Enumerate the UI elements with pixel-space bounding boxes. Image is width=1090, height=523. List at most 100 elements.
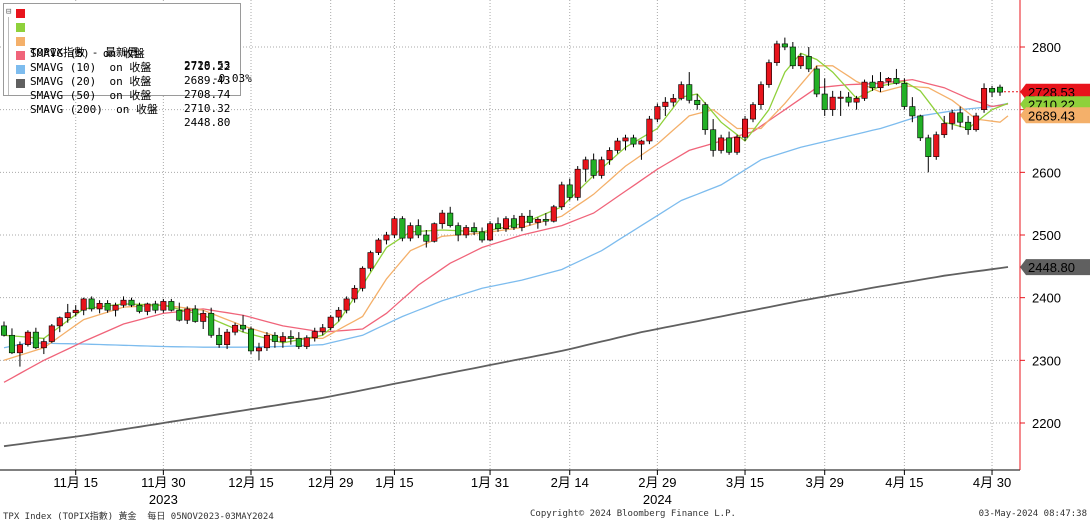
candle-body (104, 303, 111, 311)
legend-label: SMAVG (200) on 收盤 (30, 103, 158, 116)
candle-body (255, 347, 262, 352)
candle-body (749, 104, 757, 120)
candle-body (367, 252, 374, 269)
candle-body (694, 99, 701, 105)
candle-body (917, 115, 924, 139)
candle-body (383, 234, 390, 241)
candle-body (64, 312, 71, 319)
value-tag-sma200 (1020, 259, 1090, 276)
candle-body (16, 344, 23, 354)
candle-body (813, 68, 820, 95)
candle-body (638, 140, 645, 145)
candle-body (885, 78, 892, 82)
candle-body (678, 84, 685, 99)
candle-body (271, 334, 278, 342)
legend-row-sma10[interactable]: SMAVG (10) on 收盤 2689.43 (6, 35, 230, 87)
candle-body (869, 81, 876, 89)
candle-body (192, 308, 199, 322)
candle-body (208, 313, 215, 336)
candle-body (160, 301, 167, 311)
y-tick-label: 2500 (1032, 228, 1061, 243)
collapse-icon[interactable]: ⊟ (6, 7, 12, 17)
candle-body (734, 136, 741, 153)
x-tick-label: 4月 15 (885, 475, 923, 490)
legend-swatch-price (16, 9, 25, 18)
candle-body (797, 56, 804, 67)
candle-body (582, 159, 589, 170)
candlesticks (0, 37, 1004, 367)
candle-body (200, 313, 207, 322)
legend-row-sma5[interactable]: SMAVG (5) on 收盤 2710.22 (6, 21, 230, 73)
candle-body (829, 96, 836, 110)
value-tag-sma10 (1020, 107, 1090, 124)
candle-body (757, 84, 764, 105)
footer-index-info: TPX Index (TOPIX指數) 黃金 每日 05NOV2023-03MA… (3, 512, 274, 522)
legend-row-sma200[interactable]: SMAVG (200) on 收盤 2448.80 (6, 77, 230, 129)
y-tick-label: 2200 (1032, 416, 1061, 431)
candle-body (646, 118, 653, 142)
candle-body (343, 298, 350, 311)
candle-body (24, 331, 31, 345)
candle-body (399, 218, 406, 239)
candle-body (72, 309, 79, 314)
legend-value: 2689.43 (184, 74, 231, 87)
candle-body (415, 225, 422, 236)
candle-body (303, 337, 310, 347)
candle-body (558, 184, 565, 208)
legend-label: SMAVG (10) on 收盤 (30, 61, 152, 74)
footer-timestamp: 03-May-2024 08:47:38 (978, 509, 1087, 519)
candle-body (901, 83, 908, 107)
candle-body (941, 123, 948, 136)
candle-body (526, 215, 533, 223)
x-tick-label: 3月 29 (806, 475, 844, 490)
candle-body (726, 137, 733, 153)
candle-body (949, 112, 956, 124)
candle-body (550, 206, 557, 222)
candle-body (455, 225, 462, 236)
candle-body (805, 56, 812, 70)
candle-body (781, 43, 788, 48)
x-tick-label: 12月 15 (228, 475, 274, 490)
candle-body (144, 303, 151, 312)
candle-body (423, 234, 430, 242)
legend-value: 2728.53 (184, 59, 231, 72)
candle-body (877, 81, 884, 89)
candle-body (120, 299, 127, 306)
candle-body (622, 137, 629, 142)
legend-row-sma20[interactable]: SMAVG (20) on 收盤 2708.74 (6, 49, 230, 101)
candle-body (837, 96, 844, 99)
candle-body (240, 324, 247, 330)
y-tick-label: 2800 (1032, 40, 1061, 55)
candle-body (263, 334, 270, 349)
candle-body (439, 212, 446, 225)
ma-line-sma20 (3, 78, 1009, 383)
value-tag-price (1020, 83, 1090, 100)
x-tick-label: 3月 15 (726, 475, 764, 490)
candle-body (654, 106, 661, 120)
candle-body (431, 223, 438, 242)
legend-row-price[interactable]: ⊟ TOPIX指數 - 最新價 2728.53 -0.03% (6, 7, 252, 85)
candle-body (718, 137, 725, 151)
x-tick-label: 1月 31 (471, 475, 509, 490)
candle-body (981, 88, 988, 110)
y-tick-label: 2300 (1032, 353, 1061, 368)
candle-body (965, 121, 972, 131)
legend-swatch-sma50 (16, 65, 25, 74)
x-tick-label: 11月 30 (141, 475, 186, 490)
candle-body (510, 218, 517, 228)
ma-line-sma5 (3, 52, 1009, 344)
candle-body (821, 93, 828, 110)
candle-body (893, 78, 900, 84)
candle-body (909, 106, 916, 117)
legend-row-sma50[interactable]: SMAVG (50) on 收盤 2710.32 (6, 63, 230, 115)
candle-body (152, 303, 159, 311)
candle-body (566, 184, 573, 198)
candle-body (598, 159, 605, 176)
candle-body (176, 309, 183, 321)
candle-body (662, 101, 669, 107)
candle-body (136, 304, 143, 312)
candle-body (471, 227, 478, 233)
candle-body (40, 341, 47, 349)
x-tick-label: 2月 29 (638, 475, 676, 490)
